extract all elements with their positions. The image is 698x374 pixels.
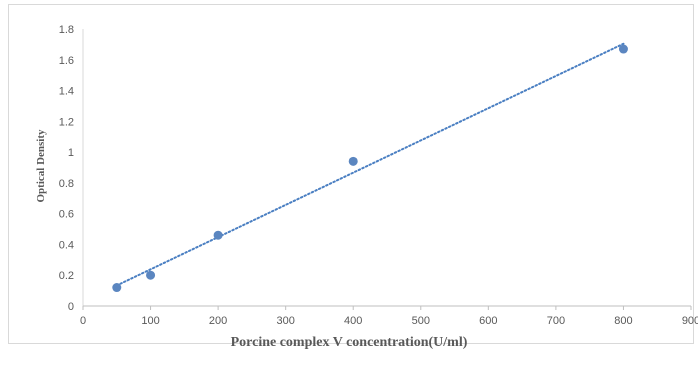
- x-tick-label: 900: [682, 315, 698, 327]
- x-tick-label: 200: [209, 315, 227, 327]
- y-tick-label: 1: [68, 147, 74, 159]
- x-tick-label: 500: [412, 315, 430, 327]
- trendline: [115, 42, 625, 287]
- y-tick-label: 0.8: [59, 178, 74, 190]
- y-tick-labels: 0 0.2 0.4 0.6 0.8 1 1.2 1.4 1.6 1.8: [59, 24, 74, 313]
- y-tick-label: 1.4: [59, 86, 74, 98]
- y-tick-label: 0: [68, 301, 74, 313]
- x-tick-label: 800: [614, 315, 632, 327]
- data-point: [146, 270, 156, 280]
- data-point: [348, 156, 358, 166]
- x-tick-label: 400: [344, 315, 362, 327]
- x-tick-label: 300: [276, 315, 294, 327]
- y-tick-label: 0.4: [59, 239, 74, 251]
- x-axis-title: Porcine complex V concentration(U/ml): [231, 335, 468, 350]
- y-axis-title: Optical Density: [35, 129, 47, 203]
- y-tick-label: 1.2: [59, 116, 74, 128]
- y-tick-label: 1.6: [59, 55, 74, 67]
- data-point: [213, 230, 223, 240]
- x-tick-labels: 0 100 200 300 400 500 600 700 800 900: [80, 306, 698, 327]
- y-tick-label: 1.8: [59, 24, 74, 36]
- x-tick-label: 0: [80, 315, 86, 327]
- x-tick-label: 100: [141, 315, 159, 327]
- data-point: [618, 44, 628, 54]
- y-tick-label: 0.6: [59, 209, 74, 221]
- data-point: [112, 283, 122, 293]
- data-points: [112, 44, 628, 293]
- x-tick-label: 700: [547, 315, 565, 327]
- y-tick-label: 0.2: [59, 270, 74, 282]
- x-tick-label: 600: [479, 315, 497, 327]
